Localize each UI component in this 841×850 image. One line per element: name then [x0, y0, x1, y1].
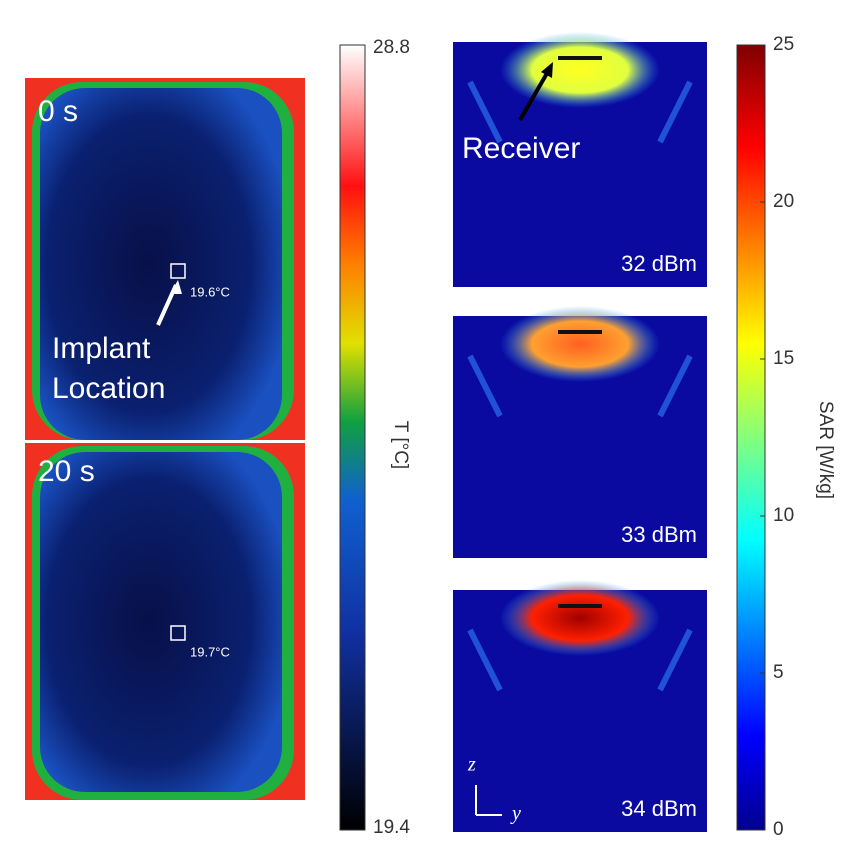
- tick-label: 25: [773, 34, 794, 55]
- annotation: Location: [52, 372, 165, 405]
- tick-label: 28.8: [373, 37, 410, 58]
- temp-colorbar: [339, 44, 366, 831]
- tick-label: 5: [773, 662, 784, 683]
- arrow: [518, 67, 552, 121]
- tick-label: 10: [773, 505, 794, 526]
- field-edge: [467, 628, 693, 692]
- power-label: 33 dBm: [621, 522, 697, 547]
- time-label: 20 s: [38, 455, 95, 488]
- power-label: 32 dBm: [621, 251, 697, 276]
- hotspot: [500, 580, 660, 656]
- hotspot: [500, 32, 660, 108]
- tick-label: 19.4: [373, 817, 410, 838]
- reading: 19.6°C: [190, 284, 230, 299]
- colorbar-label: SAR [W/kg]: [815, 401, 836, 499]
- tick-label: 15: [773, 348, 794, 369]
- annotation: Implant: [52, 332, 151, 365]
- sar-maps: 32 dBm 33 dBm 34 dBm Receiver z y: [453, 32, 707, 832]
- power-label: 34 dBm: [621, 796, 697, 821]
- reading: 19.7°C: [190, 644, 230, 659]
- thermal-images: 0 s 19.6°C Implant Location 20 s 19.7°C: [25, 78, 305, 800]
- receiver-label: Receiver: [462, 132, 580, 165]
- axis-label: z: [467, 754, 476, 776]
- arrow-head: [541, 62, 553, 78]
- tick-label: 0: [773, 819, 784, 840]
- colorbar-label: T [°C]: [390, 421, 411, 469]
- field-edge: [467, 354, 693, 418]
- sar-colorbar: [736, 44, 766, 831]
- thermal-panel: 0 s 19.6°C Implant Location: [25, 78, 305, 440]
- axes-icon: [475, 785, 502, 816]
- hotspot: [500, 306, 660, 382]
- field-edge: [467, 80, 693, 144]
- axis-label: y: [510, 803, 521, 825]
- time-label: 0 s: [38, 95, 78, 128]
- tick-label: 20: [773, 191, 794, 212]
- thermal-panel: 20 s 19.7°C: [25, 443, 305, 800]
